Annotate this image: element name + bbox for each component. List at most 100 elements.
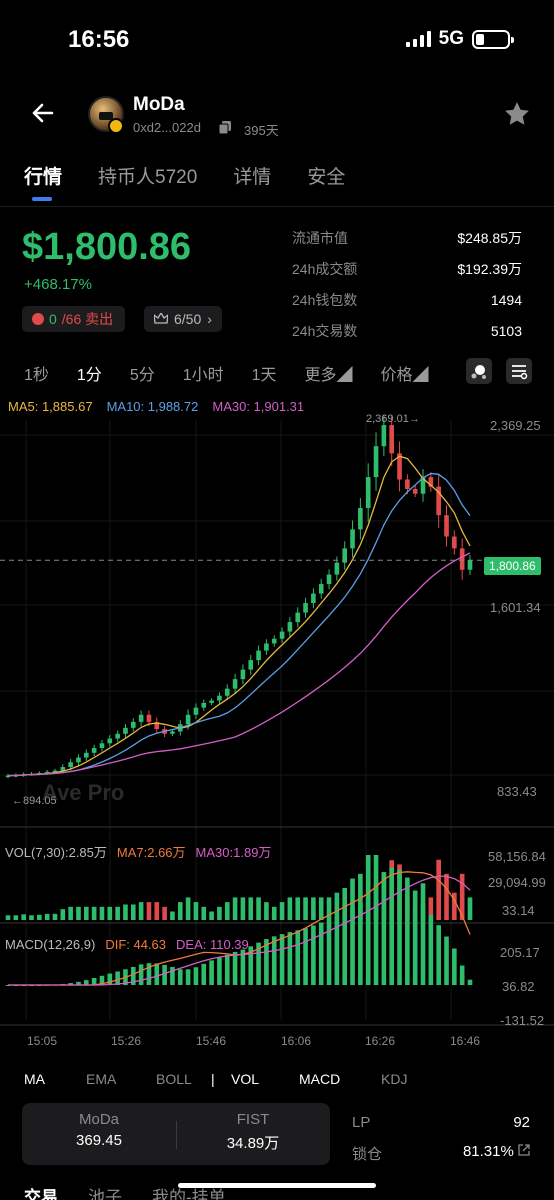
macd-bar — [68, 983, 73, 985]
chart-settings-button[interactable] — [506, 358, 532, 384]
volume-bar — [68, 906, 73, 920]
axis-vol-top: 58,156.84 — [488, 849, 546, 864]
tab-trade[interactable]: 交易 — [24, 1188, 58, 1200]
ind-macd[interactable]: MACD — [299, 1071, 341, 1087]
macd-bar — [115, 971, 120, 985]
bottom-tabs: 交易 池子 我的-挂单 — [24, 1183, 226, 1200]
stat-key: 24h成交额 — [292, 260, 358, 277]
time-label: 15:26 — [111, 1034, 142, 1048]
macd-bar — [162, 964, 167, 985]
volume-bar — [13, 915, 19, 920]
tab-pool[interactable]: 池子 — [88, 1188, 122, 1200]
volume-bar — [52, 913, 58, 920]
stat-row: 24h交易数 5103 — [292, 315, 522, 346]
macd-bar — [185, 969, 191, 985]
volume-bar — [287, 897, 293, 920]
crown-icon — [154, 313, 168, 324]
macd-bar — [209, 960, 214, 985]
balance-name: MoDa — [78, 1111, 119, 1128]
volume-bar — [217, 906, 222, 920]
volume-bar — [334, 892, 340, 920]
stat-value: $248.85万 — [457, 229, 522, 246]
candle-body — [467, 560, 473, 570]
candle-body — [83, 752, 89, 758]
candle-body — [444, 515, 449, 537]
price-chart[interactable] — [0, 415, 554, 1030]
candle-body — [318, 584, 324, 594]
rank-value: 6/50 — [174, 311, 202, 327]
tab-details[interactable]: 详情 — [233, 167, 272, 188]
macd-bar — [130, 966, 136, 985]
divider — [0, 206, 554, 207]
sell-count-pill[interactable]: 0/66 卖出 — [22, 306, 126, 332]
candle-body — [452, 536, 457, 549]
volume-bar — [162, 906, 167, 920]
candle-body — [185, 714, 191, 725]
macd-bar — [295, 930, 301, 985]
volume-bar — [420, 883, 426, 920]
interval-1m[interactable]: 1分 — [76, 367, 102, 384]
tab-my-orders[interactable]: 我的-挂单 — [152, 1188, 226, 1200]
macd-bar — [264, 939, 269, 985]
tab-security[interactable]: 安全 — [307, 167, 346, 188]
lp-value: 92 — [513, 1114, 530, 1131]
candle-body — [224, 688, 230, 696]
current-price-tag: 1,800.86 — [484, 557, 541, 575]
candle-body — [123, 727, 128, 734]
macd-bar — [342, 913, 348, 985]
ma-legend: MA5: 1,885.67 MA10: 1,988.72 MA30: 1,901… — [8, 399, 304, 414]
back-arrow-icon[interactable] — [28, 98, 58, 128]
tab-market[interactable]: 行情 — [24, 167, 63, 188]
ind-kdj[interactable]: KDJ — [381, 1071, 408, 1087]
interval-5m[interactable]: 5分 — [129, 367, 155, 384]
macd-bar — [436, 925, 441, 985]
axis-macd-top: 205.17 — [500, 945, 540, 960]
volume-bar — [21, 914, 26, 920]
candle-body — [146, 714, 152, 722]
vol-legend: VOL(7,30):2.85万 MA7:2.66万 MA30:1.89万 — [5, 842, 271, 861]
tab-holders[interactable]: 持币人5720 — [98, 167, 198, 188]
candle-body — [373, 446, 379, 478]
volume-bar — [232, 897, 238, 920]
ind-ma[interactable]: MA — [24, 1071, 45, 1087]
macd-bar — [318, 922, 324, 985]
interval-1h[interactable]: 1小时 — [182, 367, 224, 384]
volume-bar — [444, 873, 449, 920]
sell-count-b: /66 卖出 — [61, 311, 114, 327]
volume-bar — [193, 902, 199, 920]
candle-body — [397, 453, 402, 480]
volume-bar — [154, 902, 160, 920]
copy-icon[interactable] — [219, 121, 231, 134]
balance-fist: FIST 34.89万 — [178, 1111, 328, 1153]
candle-body — [68, 762, 73, 768]
rank-pill[interactable]: 6/50 › — [144, 306, 222, 332]
candle-body — [326, 574, 332, 585]
ind-boll[interactable]: BOLL — [156, 1071, 192, 1087]
macd-bar — [311, 925, 316, 985]
ma5-line — [7, 455, 471, 777]
candle-body — [130, 721, 136, 728]
money-bag-icon — [32, 313, 44, 325]
volume-bar — [318, 897, 324, 920]
lock-row[interactable]: 锁仓 81.31% — [352, 1143, 530, 1164]
ind-vol[interactable]: VOL — [231, 1071, 260, 1087]
interval-more[interactable]: 更多◢ — [304, 367, 353, 384]
interval-1s[interactable]: 1秒 — [24, 367, 49, 384]
candle-body — [52, 770, 58, 773]
macd-bar — [459, 965, 465, 985]
dots-icon — [471, 365, 486, 379]
indicator-settings-button[interactable] — [466, 358, 492, 384]
price-mode[interactable]: 价格◢ — [380, 367, 429, 384]
macd-bar — [201, 963, 207, 985]
volume-bar — [436, 859, 441, 920]
interval-1d[interactable]: 1天 — [251, 367, 277, 384]
volume-bar — [279, 902, 285, 920]
axis-price-bottom: 833.43 — [497, 784, 537, 799]
battery-icon — [472, 29, 514, 49]
ind-ema[interactable]: EMA — [86, 1071, 117, 1087]
status-indicators: 5G — [405, 28, 514, 50]
star-icon[interactable] — [502, 99, 532, 129]
volume-bar — [358, 873, 363, 920]
macd-bar — [373, 883, 379, 985]
axis-macd-mid: 36.82 — [502, 979, 535, 994]
